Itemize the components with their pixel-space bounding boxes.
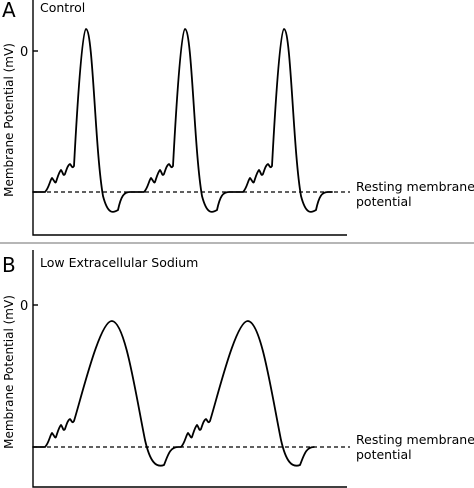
panel-b-letter: B (2, 253, 16, 277)
panel-a-resting-label-line2: potential (356, 194, 412, 209)
panel-b-axes (32, 250, 347, 488)
panel-a-axes (32, 0, 347, 236)
panel-a-letter: A (2, 0, 16, 22)
panel-b-zero-label: 0 (20, 299, 28, 314)
panel-b-resting-label-line2: potential (356, 447, 412, 462)
panel-b: B Low Extracellular Sodium Membrane Pote… (2, 250, 474, 488)
panel-a-zero-label: 0 (20, 45, 28, 60)
panel-b-resting-label-line1: Resting membrane (356, 432, 474, 447)
panel-a-title: Control (40, 0, 85, 15)
panel-a: A Control Membrane Potential (mV) 0 Rest… (2, 0, 474, 236)
panel-b-y-axis-label: Membrane Potential (mV) (2, 295, 16, 449)
panel-b-title: Low Extracellular Sodium (40, 255, 198, 270)
panel-a-resting-label-line1: Resting membrane (356, 179, 474, 194)
panel-a-y-axis-label: Membrane Potential (mV) (2, 43, 16, 197)
panel-b-trace (32, 320, 315, 467)
panel-a-trace (32, 28, 333, 213)
